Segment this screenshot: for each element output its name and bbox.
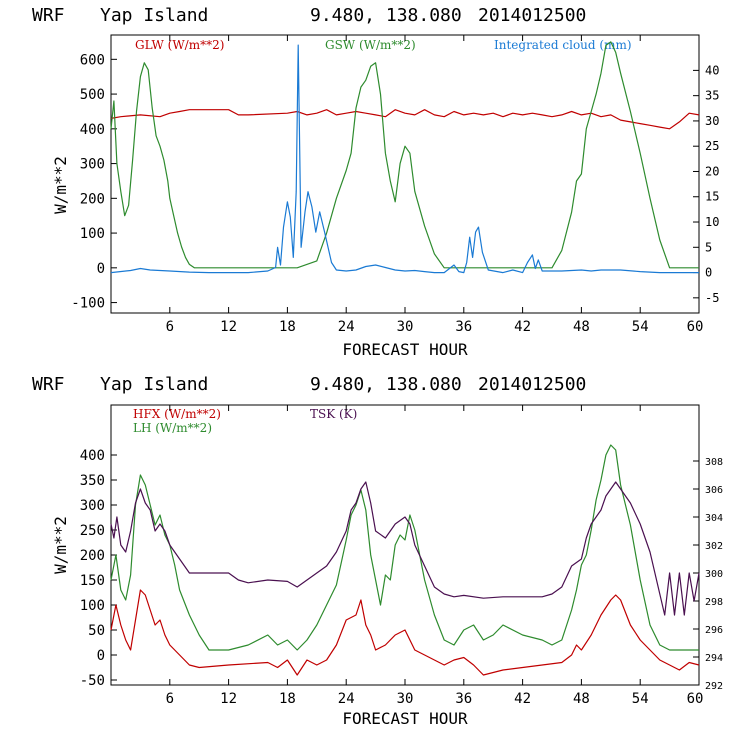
p2-ytick-label-200: 200 — [80, 548, 105, 564]
p2-xtick-label-12: 12 — [220, 691, 237, 707]
p1-series-line-1 — [110, 41, 699, 269]
p2-ytick-label-100: 100 — [80, 598, 105, 614]
p1-legend-gsw: GSW (W/m**2) — [325, 38, 416, 52]
p1-y2tick-label--5: -5 — [705, 291, 719, 305]
p2-xtick-label-42: 42 — [514, 691, 531, 707]
p2-marks: 6 12 18 24 30 36 42 48 54 60 -50 0 50 100 150 200 250 300… — [80, 405, 723, 707]
p1-legend-glw: GLW (W/m**2) — [135, 38, 224, 52]
p2-xtick-label-54: 54 — [632, 691, 649, 707]
p2-header-date: 2014012500 — [478, 374, 586, 395]
p1-y2tick-label-20: 20 — [705, 164, 719, 178]
p1-y2tick-label-10: 10 — [705, 215, 719, 229]
p1-header-model: WRF — [32, 5, 65, 26]
p2-xtick-label-60: 60 — [687, 691, 704, 707]
p1-y2tick-label-35: 35 — [705, 89, 719, 103]
p1-ytick-label-300: 300 — [80, 157, 105, 173]
p2-y2tick-label-296: 296 — [705, 625, 723, 636]
p1-xtick-label-54: 54 — [632, 319, 649, 335]
p2-series-line-0 — [110, 589, 700, 676]
p1-xtick-label-18: 18 — [279, 319, 296, 335]
p1-xtick-label-36: 36 — [455, 319, 472, 335]
p2-series-line-1 — [110, 444, 699, 651]
p1-marks: 6 12 18 24 30 36 42 48 54 60-10001002003004005006… — [71, 35, 719, 335]
p2-y2tick-label-292: 292 — [705, 681, 723, 692]
p1-ytick-label-400: 400 — [80, 122, 105, 138]
p2-ytick-label-250: 250 — [80, 523, 105, 539]
p2-series-line-2 — [110, 481, 700, 616]
p1-y2tick-label-25: 25 — [705, 139, 719, 153]
p2-legend-hfx: HFX (W/m**2) — [133, 407, 221, 421]
p1-ytick-label-600: 600 — [80, 52, 105, 68]
p1-y2tick-label-30: 30 — [705, 114, 719, 128]
p2-xtick-label-18: 18 — [279, 691, 296, 707]
p1-y2tick-label-15: 15 — [705, 190, 719, 204]
p2-legend-lh: LH (W/m**2) — [133, 421, 212, 435]
p1-legend-cloud: Integrated cloud (mm) — [494, 38, 632, 52]
p2-ytick-label--50: -50 — [80, 673, 105, 689]
p1-header-coords: 9.480, 138.080 — [310, 5, 462, 26]
p1-xtick-label-60: 60 — [687, 319, 704, 335]
p2-xtick-label-6: 6 — [166, 691, 174, 707]
p1-series-line-0 — [110, 109, 700, 130]
p2-ytick-label-0: 0 — [97, 648, 105, 664]
p1-y2tick-label-5: 5 — [705, 240, 712, 254]
p2-ytick-label-150: 150 — [80, 573, 105, 589]
p1-series-line-2 — [110, 44, 699, 274]
p2-y2tick-label-298: 298 — [705, 597, 723, 608]
p2-y2tick-label-294: 294 — [705, 653, 723, 664]
p2-header-location: Yap Island — [100, 374, 208, 395]
p1-ytick-label-100: 100 — [80, 226, 105, 242]
p1-xtick-label-24: 24 — [338, 319, 355, 335]
p2-ytick-label-50: 50 — [88, 623, 105, 639]
p1-xlabel: FORECAST HOUR — [342, 340, 468, 359]
p2-y2tick-label-308: 308 — [705, 457, 723, 468]
p1-ytick-label-0: 0 — [97, 261, 105, 277]
p1-xtick-label-6: 6 — [166, 319, 174, 335]
p2-ylabel: W/m**2 — [51, 516, 70, 574]
p2-legend-tsk: TSK (K) — [310, 407, 357, 421]
p1-y2tick-label-40: 40 — [705, 63, 719, 77]
p1-xtick-label-42: 42 — [514, 319, 531, 335]
p2-xtick-label-24: 24 — [338, 691, 355, 707]
p2-xtick-label-48: 48 — [573, 691, 590, 707]
p1-y2tick-label-0: 0 — [705, 266, 712, 280]
p2-y2tick-label-306: 306 — [705, 485, 723, 496]
p1-ytick-label--100: -100 — [71, 296, 105, 312]
p2-ytick-label-350: 350 — [80, 473, 105, 489]
p2-header-coords: 9.480, 138.080 — [310, 374, 462, 395]
p2-xtick-label-30: 30 — [397, 691, 414, 707]
p2-xlabel: FORECAST HOUR — [342, 709, 468, 728]
p1-xtick-label-12: 12 — [220, 319, 237, 335]
p2-xtick-label-36: 36 — [455, 691, 472, 707]
p1-ylabel: W/m**2 — [51, 156, 70, 214]
p2-y2tick-label-302: 302 — [705, 541, 723, 552]
p1-header-location: Yap Island — [100, 5, 208, 26]
p1-header-date: 2014012500 — [478, 5, 586, 26]
p2-y2tick-label-304: 304 — [705, 513, 723, 524]
p1-ytick-label-200: 200 — [80, 191, 105, 207]
p2-ytick-label-400: 400 — [80, 448, 105, 464]
p2-y2tick-label-300: 300 — [705, 569, 723, 580]
p2-ytick-label-300: 300 — [80, 498, 105, 514]
p2-header-model: WRF — [32, 374, 65, 395]
p1-xtick-label-48: 48 — [573, 319, 590, 335]
p1-ytick-label-500: 500 — [80, 87, 105, 103]
p1-xtick-label-30: 30 — [397, 319, 414, 335]
